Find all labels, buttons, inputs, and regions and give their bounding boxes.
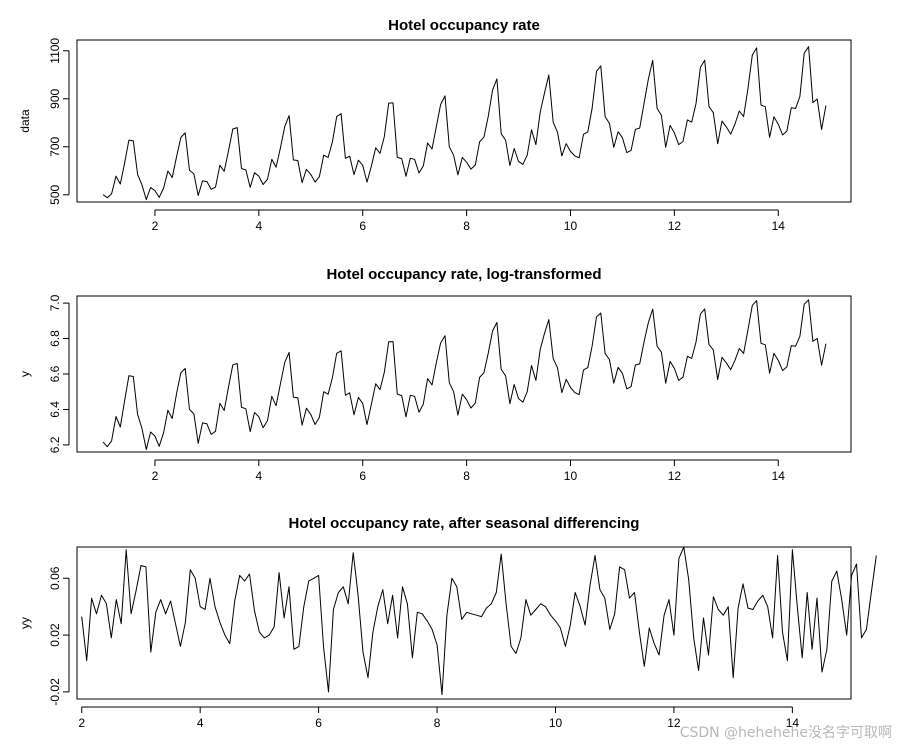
chart-title: Hotel occupancy rate, after seasonal dif… [289,515,640,532]
x-tick-label: 10 [549,716,563,730]
x-tick-label: 14 [772,219,786,233]
y-tick-label: 500 [48,184,62,204]
y-tick-label: 0.02 [48,623,62,647]
plot-frame [76,546,852,700]
y-axis-label: data [18,109,32,133]
x-tick-label: 4 [255,469,262,483]
x-tick-label: 2 [78,716,85,730]
x-tick-label: 10 [564,469,578,483]
plot-frame [76,39,852,203]
y-tick-label: 7.0 [48,294,62,311]
plot-frame [76,295,852,453]
x-tick-label: 4 [255,219,262,233]
y-tick-label: 6.8 [48,330,62,347]
x-tick-label: 10 [564,219,578,233]
x-tick-label: 8 [463,219,470,233]
x-tick-label: 6 [359,219,366,233]
chart-title: Hotel occupancy rate, log-transformed [326,266,601,283]
x-tick-label: 14 [786,716,800,730]
y-tick-label: 6.6 [48,365,62,382]
y-tick-label: 1100 [48,38,62,64]
chart-panel-2: Hotel occupancy rate, log-transformed 2 4 6… [18,266,852,483]
series-line [102,46,827,201]
series-line [102,299,827,450]
y-tick-label: 6.4 [48,401,62,418]
x-tick-label: 12 [667,716,681,730]
chart-panel-3: Hotel occupancy rate, after seasonal dif… [18,515,877,730]
y-axis-label: y [18,371,32,377]
y-tick-label: 700 [48,136,62,156]
watermark-text: CSDN @hehehehe没名字可取啊 [679,725,892,741]
y-tick-label: 900 [48,88,62,108]
x-tick-label: 6 [315,716,322,730]
x-tick-label: 6 [359,469,366,483]
x-tick-label: 2 [152,219,159,233]
x-tick-label: 12 [668,219,682,233]
chart-panel-1: Hotel occupancy rate 2 4 6 8 10 12 14 500 700 900 1… [18,17,852,233]
x-tick-label: 2 [152,469,159,483]
chart-title: Hotel occupancy rate [388,17,540,34]
x-tick-label: 12 [668,469,682,483]
y-tick-label: 0.06 [48,566,62,590]
y-tick-label: -0.02 [48,678,62,706]
series-line [81,546,877,696]
x-tick-label: 8 [434,716,441,730]
x-tick-label: 8 [463,469,470,483]
x-tick-label: 4 [197,716,204,730]
y-tick-label: 6.2 [48,436,62,453]
x-tick-label: 14 [772,469,786,483]
y-axis-label: yy [18,617,32,629]
